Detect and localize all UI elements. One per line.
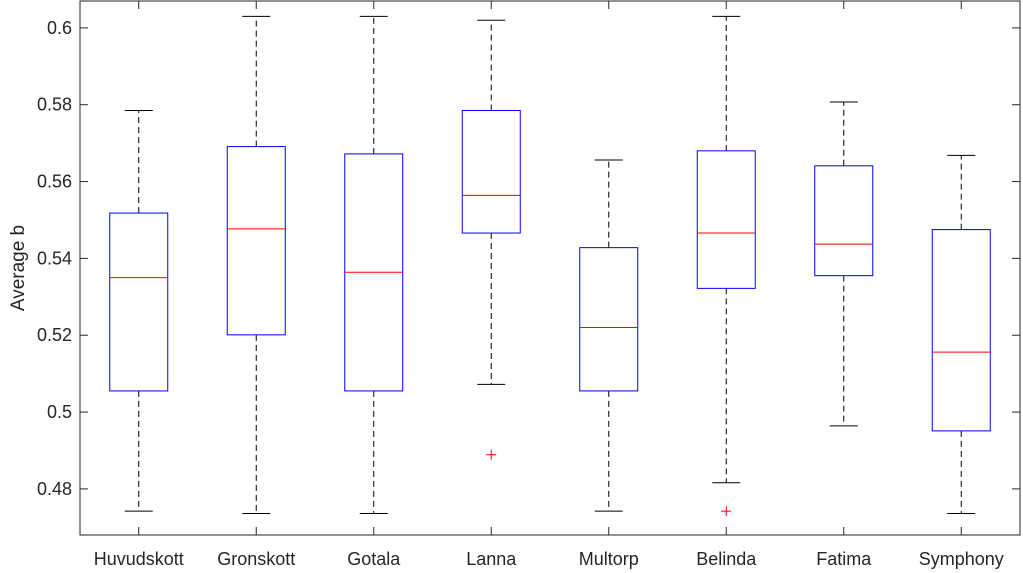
outlier-marker	[486, 449, 497, 460]
box-gronskott	[226, 15, 286, 514]
iqr-box	[814, 165, 874, 277]
iqr-box	[696, 150, 756, 289]
y-tick-label: 0.5	[47, 402, 72, 422]
x-tick-label: Lanna	[466, 549, 517, 569]
iqr-box	[579, 247, 639, 392]
iqr-box	[226, 146, 286, 336]
x-tick-label: Fatima	[816, 549, 872, 569]
iqr-box	[931, 229, 991, 432]
y-tick-label: 0.56	[37, 172, 72, 192]
box-belinda	[696, 15, 756, 517]
x-tick-label: Gotala	[347, 549, 401, 569]
x-tick-label: Gronskott	[217, 549, 295, 569]
y-tick-label: 0.52	[37, 325, 72, 345]
box-fatima	[814, 101, 874, 427]
y-tick-label: 0.54	[37, 248, 72, 268]
y-tick-label: 0.6	[47, 18, 72, 38]
x-tick-label: Multorp	[579, 549, 639, 569]
y-tick-label: 0.58	[37, 95, 72, 115]
box-lanna	[461, 19, 521, 460]
y-tick-label: 0.48	[37, 479, 72, 499]
iqr-box	[461, 109, 521, 234]
box-huvudskott	[109, 109, 169, 512]
box-multorp	[579, 159, 639, 512]
outlier-marker	[721, 506, 732, 517]
box-gotala	[344, 15, 404, 514]
box-series	[109, 15, 991, 517]
box-symphony	[931, 154, 991, 514]
y-axis: 0.48 0.5 0.52 0.54 0.56 0.58 0.6	[37, 18, 1020, 499]
x-tick-label: Symphony	[919, 549, 1004, 569]
iqr-box	[109, 212, 169, 392]
x-tick-label: Belinda	[696, 549, 757, 569]
x-tick-label: Huvudskott	[94, 549, 184, 569]
plot-area-frame	[79, 0, 1021, 536]
x-axis: Huvudskott Gronskott Gotala Lanna Multorp Bel…	[94, 1, 1004, 569]
y-axis-label: Average b	[8, 225, 29, 311]
